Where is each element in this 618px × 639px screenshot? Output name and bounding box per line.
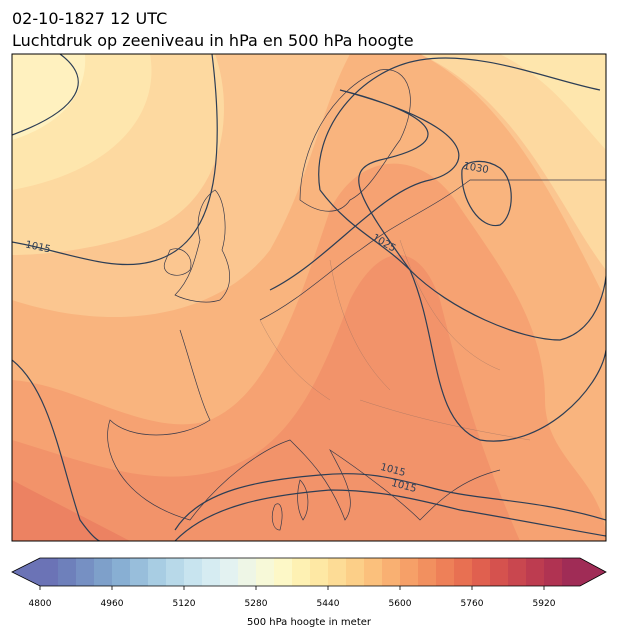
- colorbar-swatch: [562, 558, 581, 586]
- isobar: [12, 359, 101, 541]
- colorbar-tick-label: 5120: [173, 599, 196, 609]
- coastline: [163, 248, 192, 276]
- coastline: [107, 179, 606, 521]
- colorbar-swatch: [454, 558, 473, 586]
- colorbar-tick-label: 5600: [389, 599, 412, 609]
- colorbar-swatch: [436, 558, 455, 586]
- map-title: 02-10-1827 12 UTC: [12, 9, 167, 28]
- colorbar-swatch: [472, 558, 491, 586]
- colorbar-swatch: [130, 558, 149, 586]
- colorbar-swatch: [40, 558, 59, 586]
- colorbar-swatch: [364, 558, 383, 586]
- colorbar-swatch: [508, 558, 527, 586]
- colorbar-swatch: [400, 558, 419, 586]
- colorbar-swatch: [76, 558, 95, 586]
- height-band: [420, 54, 606, 270]
- colorbar-swatch: [346, 558, 365, 586]
- colorbar-swatch: [292, 558, 311, 586]
- colorbar: 4800 4960 5120 5280 5440 5600 5760 5920: [11, 557, 607, 609]
- colorbar-swatch: [238, 558, 257, 586]
- isobar: [319, 189, 606, 341]
- colorbar-swatch: [544, 558, 563, 586]
- colorbar-tick-label: 5920: [533, 599, 556, 609]
- height-band: [12, 480, 130, 541]
- colorbar-swatch: [166, 558, 185, 586]
- isobar: [12, 54, 218, 266]
- colorbar-swatch: [490, 558, 509, 586]
- colorbar-swatch: [328, 558, 347, 586]
- isobar: [269, 89, 606, 442]
- isobar: [12, 54, 79, 136]
- isobar-label: 1030: [462, 161, 489, 176]
- map-subtitle: Luchtdruk op zeeniveau in hPa en 500 hPa…: [12, 31, 414, 50]
- colorbar-tick-label: 4960: [101, 599, 124, 609]
- map-area: 1015 1025 1030 1015 1015: [12, 54, 606, 541]
- border-line: [259, 239, 531, 441]
- height-band: [12, 255, 520, 541]
- colorbar-label: 500 hPa hoogte in meter: [247, 617, 372, 628]
- colorbar-swatch: [58, 558, 77, 586]
- isobar: [174, 473, 606, 531]
- colorbar-swatch: [526, 558, 545, 586]
- colorbar-tick-label: 5280: [245, 599, 268, 609]
- colorbar-swatch: [202, 558, 221, 586]
- height-band: [12, 54, 86, 140]
- colorbar-swatch: [184, 558, 203, 586]
- coastline: [174, 189, 230, 303]
- colorbar-extend: [580, 558, 606, 586]
- colorbar-tick-label: 4800: [29, 599, 52, 609]
- colorbar-swatch: [310, 558, 329, 586]
- colorbar-swatch: [382, 558, 401, 586]
- colorbar-swatch: [274, 558, 293, 586]
- isobar: [318, 57, 601, 191]
- colorbar-swatch: [94, 558, 113, 586]
- coastline: [299, 69, 411, 212]
- height-band: [500, 54, 606, 150]
- colorbar-swatch: [418, 558, 437, 586]
- colorbar-extend: [12, 558, 40, 586]
- colorbar-swatch: [220, 558, 239, 586]
- colorbar-outline: [11, 557, 607, 587]
- colorbar-tick-label: 5760: [461, 599, 484, 609]
- colorbar-swatch: [148, 558, 167, 586]
- isobar-label: 1015: [24, 239, 51, 255]
- colorbar-swatch: [112, 558, 131, 586]
- colorbar-swatch: [256, 558, 275, 586]
- isobar: [174, 489, 606, 541]
- colorbar-tick-label: 5440: [317, 599, 340, 609]
- isobar: [461, 160, 512, 227]
- map-frame: [11, 53, 607, 542]
